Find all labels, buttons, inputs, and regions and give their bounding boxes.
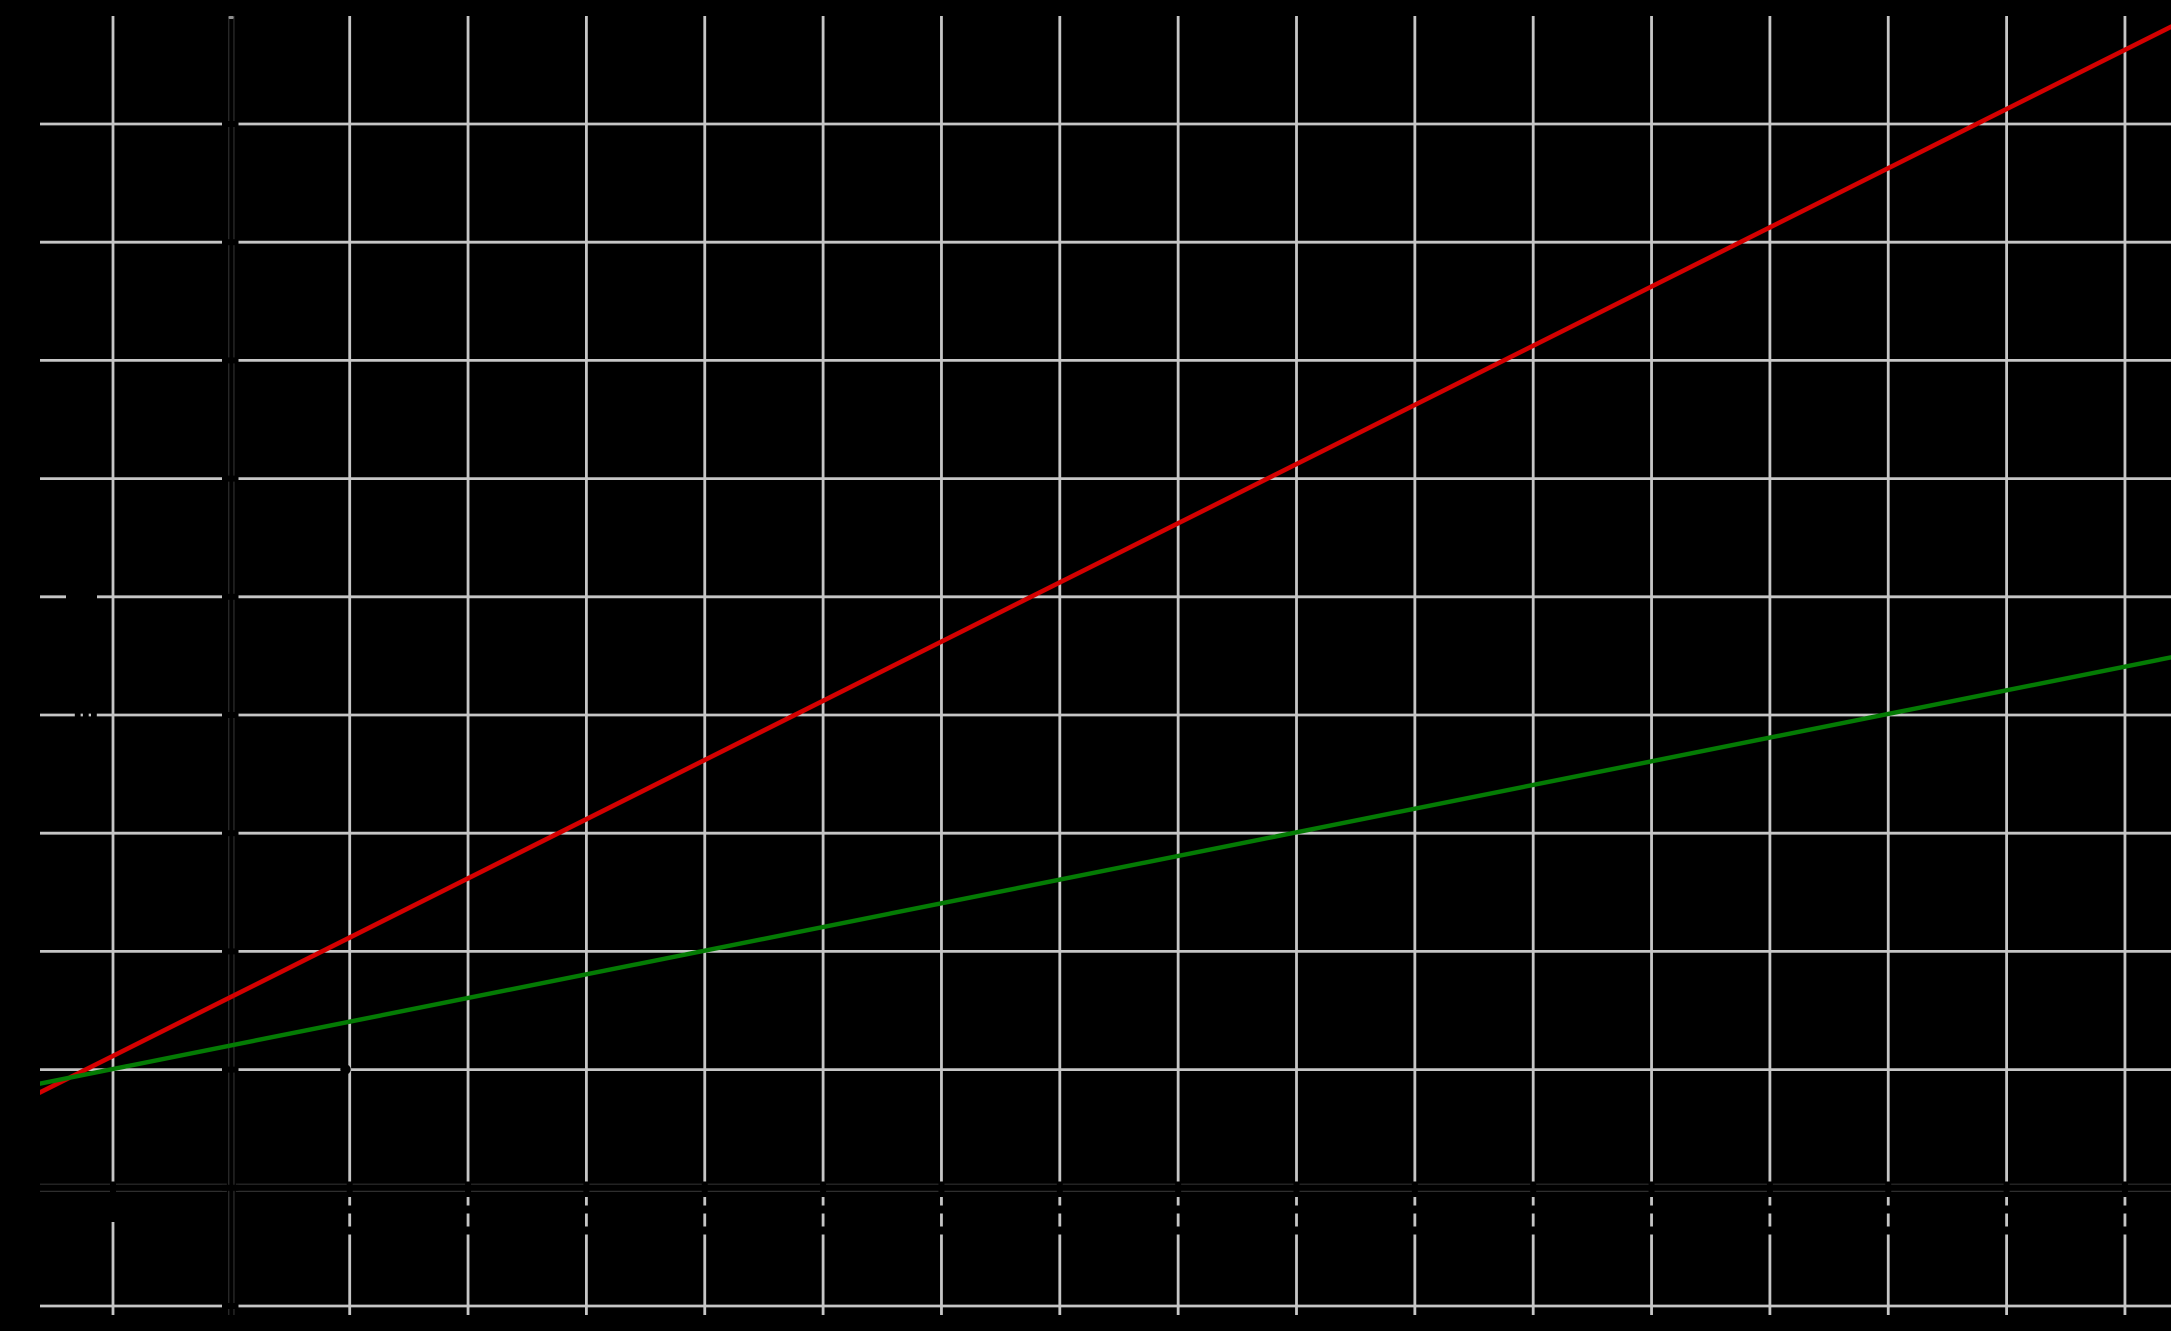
- plot-svg: [40, 16, 2171, 1315]
- x-label-notch: [2003, 1226, 2010, 1235]
- x-label-notch: [464, 1205, 472, 1214]
- x-label-notch: [1174, 1226, 1182, 1235]
- x-label-notch: [1766, 1205, 1774, 1214]
- x-label-notch: [2121, 1205, 2129, 1214]
- x-label-notch: [2121, 1226, 2129, 1235]
- x-axis-tick-notch: [1175, 1181, 1182, 1197]
- y-axis-tick-notch: [222, 1184, 239, 1191]
- y-axis-core: [226, 16, 236, 1315]
- x-label-notch: [1529, 1205, 1537, 1214]
- x-axis-tick-notch: [820, 1181, 827, 1197]
- x-label-notch: [1174, 1205, 1182, 1214]
- x-label-notch: [1885, 1226, 1892, 1235]
- y-axis-tick-notch: [222, 712, 239, 718]
- x-axis-tick-notch: [1056, 1181, 1063, 1197]
- y-axis-tick-notch: [222, 239, 239, 246]
- x-axis-tick-notch: [2121, 1181, 2128, 1197]
- y-axis-tick-notch: [222, 1066, 239, 1073]
- y-axis-tick-notch: [222, 948, 239, 955]
- x-axis: [40, 1183, 2171, 1193]
- x-label-notch: [583, 1205, 590, 1214]
- edge-label-notch: [91, 709, 97, 719]
- axis-tick-notches: [110, 121, 2128, 1309]
- point-mark-notch: [340, 1064, 351, 1075]
- x-label-notch: [938, 1205, 945, 1214]
- edge-label-notch: [82, 709, 89, 719]
- x-label-notch: [1648, 1205, 1655, 1214]
- y-axis-tick-notch: [222, 121, 239, 127]
- x-label-notch: [701, 1205, 708, 1214]
- y-axis-arrow-smudge: [228, 16, 234, 19]
- x-label-notch: [1885, 1205, 1892, 1214]
- x-axis-tick-notch: [938, 1181, 945, 1197]
- edge-label-notch: [66, 592, 97, 602]
- x-label-notch: [1056, 1205, 1064, 1214]
- x-axis-tick-notch: [110, 1181, 116, 1197]
- x-label-notch: [1766, 1226, 1774, 1235]
- x-axis-tick-notch: [701, 1181, 708, 1197]
- x-label-notch: [1411, 1205, 1419, 1214]
- x-label-notch: [1529, 1226, 1537, 1235]
- y-axis-tick-notch: [222, 593, 239, 600]
- x-label-notch: [819, 1226, 827, 1235]
- x-axis-tick-notch: [1293, 1181, 1300, 1197]
- x-axis-tick-notch: [1766, 1181, 1773, 1197]
- x-label-notch: [346, 1226, 353, 1235]
- y-axis-tick-notch: [222, 830, 239, 837]
- x-axis-tick-notch: [1648, 1181, 1655, 1197]
- x-axis-tick-notch: [1411, 1181, 1418, 1197]
- x-label-notch: [583, 1226, 590, 1235]
- label-occlusions: [66, 592, 2129, 1235]
- x-axis-tick-notch: [1530, 1181, 1537, 1197]
- y-axis-tick-notch: [222, 475, 239, 482]
- x-axis-tick-notch: [583, 1181, 590, 1197]
- x-label-notch: [701, 1226, 708, 1235]
- function-lines: [40, 24, 2171, 1095]
- x-label-notch: [346, 1205, 353, 1214]
- y-axis-tick-notch: [222, 1303, 239, 1309]
- x-axis-tick-notch: [1885, 1181, 1892, 1197]
- x-label-notch: [1056, 1226, 1064, 1235]
- x-axis-tick-notch: [346, 1181, 353, 1197]
- red-line: [40, 24, 2171, 1095]
- x-label-notch: [1648, 1226, 1655, 1235]
- x-label-notch: [1293, 1226, 1300, 1235]
- x-axis-tick-notch: [465, 1181, 472, 1197]
- x-label-notch: [1411, 1226, 1419, 1235]
- edge-label-notch: [74, 709, 81, 719]
- green-line: [40, 655, 2171, 1086]
- x-label-notch: [109, 1192, 117, 1222]
- y-axis: [226, 16, 236, 1315]
- x-label-notch: [464, 1226, 472, 1235]
- x-label-notch: [1293, 1205, 1300, 1214]
- graph-view: [40, 16, 2171, 1315]
- x-label-notch: [938, 1226, 945, 1235]
- plot-background: [40, 16, 2171, 1315]
- y-axis-tick-notch: [222, 357, 239, 364]
- x-axis-core: [40, 1184, 2171, 1192]
- x-label-notch: [819, 1205, 827, 1214]
- x-label-notch: [2003, 1205, 2010, 1214]
- x-axis-tick-notch: [2003, 1181, 2010, 1197]
